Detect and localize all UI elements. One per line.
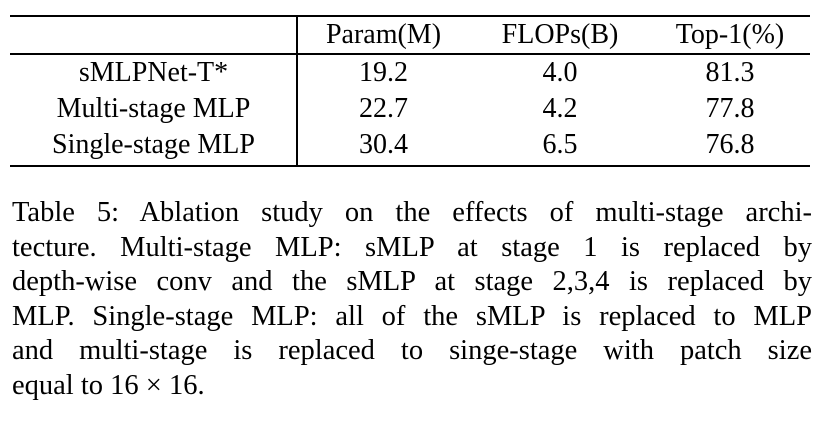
header-cell: Top-1(%) — [675, 19, 785, 50]
data-cell: 19.2 — [359, 57, 408, 88]
caption-line: equal to 16 × 16. — [12, 369, 205, 401]
caption-line: MLP. Single-stage MLP: all of the sMLP i… — [12, 300, 812, 332]
header-rule — [10, 53, 810, 55]
data-cell: 76.8 — [705, 129, 755, 160]
data-cell: 77.8 — [705, 93, 755, 124]
data-cell: 4.2 — [542, 93, 578, 124]
caption-line: depth-wise conv and the sMLP at stage 2,… — [12, 266, 812, 297]
row-label: Multi-stage MLP — [56, 93, 251, 124]
bottom-rule — [10, 165, 810, 167]
header-cell: FLOPs(B) — [501, 19, 619, 50]
top-rule — [10, 15, 810, 17]
data-cell: 22.7 — [359, 93, 408, 124]
row-label: Single-stage MLP — [52, 129, 255, 160]
data-cell: 6.5 — [542, 129, 578, 160]
row-label: sMLPNet-T* — [78, 57, 229, 88]
column-divider — [296, 15, 298, 166]
data-cell: 4.0 — [542, 57, 578, 88]
data-cell: 81.3 — [705, 57, 755, 88]
caption-line: tecture. Multi-stage MLP: sMLP at stage … — [12, 231, 812, 263]
caption-line: Table 5: Ablation study on the effects o… — [12, 197, 812, 228]
caption-line: and multi-stage is replaced to singe-sta… — [12, 335, 812, 366]
header-cell: Param(M) — [325, 19, 442, 50]
data-cell: 30.4 — [359, 129, 408, 160]
